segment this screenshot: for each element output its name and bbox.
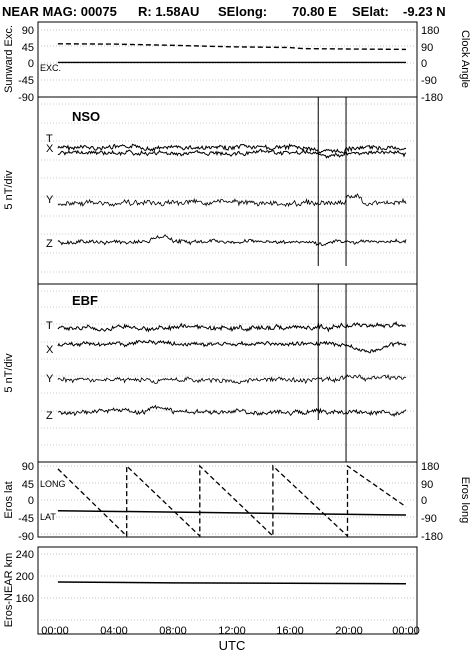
x-tick-6: 00:00	[392, 625, 420, 637]
p5-left-tick-0: 240	[16, 549, 34, 561]
ebf-trace-label-y: Y	[46, 373, 54, 385]
header-range: R: 1.58AU	[138, 4, 199, 19]
panel-sunward-frame	[37, 21, 418, 98]
ebf-trace-y	[57, 373, 407, 385]
x-tick-4: 16:00	[276, 625, 304, 637]
sunward-ylabel: Sunward Exc.	[3, 25, 15, 93]
header-selong-value: 70.80 E	[292, 4, 337, 19]
p4-left-tick-1: 45	[22, 479, 34, 491]
nso-trace-x	[57, 148, 407, 159]
clock-angle-ylabel: Clock Angle	[459, 30, 471, 88]
panel-eros-near-gridlines	[38, 553, 417, 621]
lat-annotation: LAT	[40, 512, 56, 522]
ebf-trace-label-z: Z	[46, 410, 53, 422]
x-tick-2: 08:00	[159, 625, 187, 637]
p4-right-tick-0: 180	[421, 461, 439, 473]
x-tick-1: 04:00	[100, 625, 128, 637]
header-selong-label: SElong:	[218, 4, 267, 19]
nso-event-markers	[317, 97, 347, 266]
panel-ebf-gridlines	[38, 290, 417, 446]
panel-ebf: EBF 5 nT/div T X Y Z	[3, 283, 418, 463]
panel-nso-frame	[37, 96, 418, 285]
ebf-trace-t	[57, 321, 407, 333]
panel-ebf-frame	[37, 283, 418, 463]
p1-left-tick-4: -90	[18, 92, 34, 104]
panel-eros-latlong-frame	[37, 461, 418, 538]
p1-left-tick-2: 0	[28, 58, 34, 70]
nso-trace-t	[57, 143, 407, 155]
panel-sunward-exc: Sunward Exc. Clock Angle 90 45 0 -45 -90…	[3, 21, 471, 104]
panel-sunward-gridlines	[38, 29, 417, 81]
p4-right-tick-1: 90	[421, 479, 433, 491]
header-title: NEAR MAG: 00075	[2, 4, 117, 19]
nso-ylabel: 5 nT/div	[3, 170, 15, 210]
panel-eros-lat-long: Eros lat Eros long 90 45 0 -45 -90 180 9…	[3, 461, 471, 543]
p1-right-tick-1: 90	[421, 42, 433, 54]
eros-lat-ylabel: Eros lat	[3, 481, 15, 518]
ebf-ylabel: 5 nT/div	[3, 353, 15, 393]
p5-left-tick-1: 200	[16, 571, 34, 583]
p4-right-tick-4: -180	[421, 531, 443, 543]
panel-eros-near-frame	[37, 546, 418, 635]
p1-left-tick-1: 45	[22, 42, 34, 54]
ebf-trace-x	[57, 339, 407, 354]
p1-right-tick-0: 180	[421, 25, 439, 37]
panel-eros-near-km: Eros-NEAR km 240 200 160	[3, 546, 418, 635]
x-axis-label: UTC	[219, 638, 246, 653]
p4-left-tick-4: -90	[18, 531, 34, 543]
p1-right-tick-2: 0	[421, 58, 427, 70]
ebf-trace-label-t: T	[46, 320, 53, 332]
exc-annotation: EXC.	[40, 63, 61, 73]
p1-left-tick-3: -45	[18, 75, 34, 87]
p4-left-tick-0: 90	[22, 461, 34, 473]
nso-trace-z	[57, 234, 407, 247]
eros-near-distance-line	[57, 581, 407, 585]
nso-trace-y	[57, 192, 407, 208]
nso-trace-label-y: Y	[46, 194, 54, 206]
panel-nso-gridlines	[38, 103, 417, 273]
p4-right-tick-2: 0	[421, 495, 427, 507]
p1-right-tick-3: -90	[421, 75, 437, 87]
p4-right-tick-3: -90	[421, 513, 437, 525]
header-selat-value: -9.23 N	[403, 4, 446, 19]
p1-left-tick-0: 90	[22, 25, 34, 37]
nso-trace-label-z: Z	[46, 238, 53, 250]
p1-right-tick-4: -180	[421, 92, 443, 104]
header-selat-label: SElat:	[352, 4, 389, 19]
panel-eros-latlong-gridlines	[38, 465, 417, 535]
eros-long-ylabel: Eros long	[459, 477, 471, 523]
x-tick-3: 12:00	[218, 625, 246, 637]
x-tick-0: 00:00	[41, 625, 69, 637]
eros-near-ylabel: Eros-NEAR km	[3, 553, 15, 628]
p5-left-tick-2: 160	[16, 593, 34, 605]
panel-nso: NSO 5 nT/div T X Y Z	[3, 96, 418, 285]
ebf-event-markers	[317, 284, 347, 462]
x-tick-5: 20:00	[335, 625, 363, 637]
p4-left-tick-3: -45	[18, 513, 34, 525]
eros-long-dashed-line	[57, 464, 407, 538]
ebf-trace-z	[57, 404, 407, 418]
nso-trace-label-t: T	[46, 133, 53, 145]
sunward-exc-dashed-line	[57, 43, 407, 51]
long-annotation: LONG	[40, 479, 66, 489]
p4-left-tick-2: 0	[28, 495, 34, 507]
x-axis: 00:00 04:00 08:00 12:00 16:00 20:00 00:0…	[41, 625, 420, 653]
eros-lat-line	[57, 509, 407, 516]
nso-panel-title: NSO	[72, 109, 100, 124]
ebf-trace-label-x: X	[46, 344, 54, 356]
ebf-panel-title: EBF	[72, 293, 98, 308]
nso-trace-label-x: X	[46, 143, 54, 155]
